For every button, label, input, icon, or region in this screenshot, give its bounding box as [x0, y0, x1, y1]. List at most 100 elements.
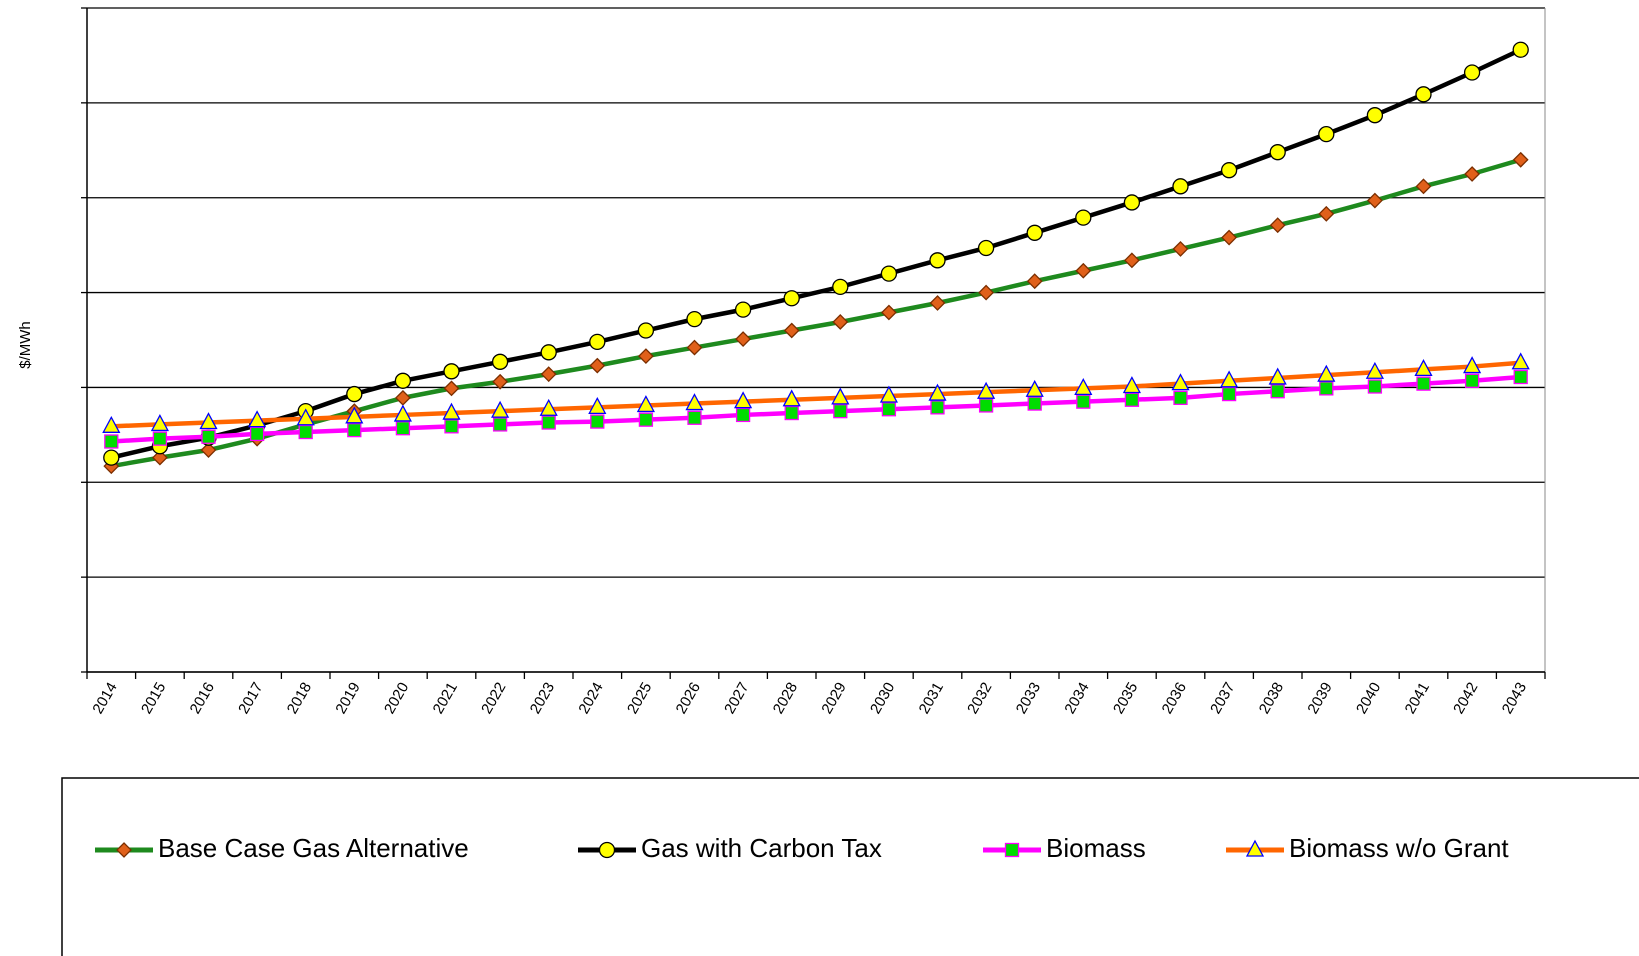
point — [345, 406, 364, 424]
point — [298, 424, 313, 440]
point — [152, 431, 168, 446]
point — [734, 301, 752, 318]
point — [1317, 364, 1336, 382]
point — [443, 380, 460, 397]
x-tick-label: 2018 — [284, 680, 315, 717]
point — [539, 398, 558, 416]
x-tick-label: 2015 — [138, 680, 169, 717]
point — [1365, 361, 1384, 379]
point — [540, 366, 557, 383]
point — [199, 412, 218, 430]
point — [1512, 41, 1529, 58]
series-line — [110, 157, 1522, 469]
point — [930, 400, 945, 415]
point — [394, 372, 412, 389]
series-line — [111, 360, 1521, 429]
point — [880, 265, 898, 282]
point — [249, 426, 265, 442]
point — [1318, 205, 1335, 222]
x-tick-label: 2030 — [867, 680, 898, 717]
point — [1463, 356, 1482, 374]
point — [833, 403, 848, 419]
point — [201, 429, 216, 444]
y-axis-label: $/MWh — [17, 321, 34, 369]
point — [1123, 194, 1141, 211]
point — [978, 398, 994, 413]
point — [637, 322, 655, 339]
legend-label: Base Case Gas Alternative — [158, 833, 469, 863]
point — [598, 841, 616, 859]
point — [491, 400, 510, 418]
point — [395, 421, 411, 436]
point — [1414, 359, 1433, 377]
point — [1004, 842, 1020, 858]
point — [540, 344, 557, 361]
series — [103, 151, 1529, 475]
point — [1074, 377, 1093, 396]
point — [590, 414, 605, 429]
point — [1464, 373, 1480, 388]
point — [1172, 241, 1189, 257]
point — [1075, 209, 1092, 226]
point — [1221, 229, 1238, 246]
point — [735, 407, 751, 423]
point — [200, 442, 217, 458]
x-tick-label: 2039 — [1304, 680, 1335, 717]
x-tick-label: 2029 — [818, 680, 849, 717]
series — [102, 352, 1530, 433]
x-tick-label: 2027 — [721, 680, 752, 717]
point — [881, 402, 897, 417]
point — [879, 385, 898, 403]
point — [1318, 126, 1335, 143]
point — [1124, 392, 1140, 407]
x-tick-label: 2017 — [235, 680, 266, 717]
x-tick-label: 2043 — [1499, 680, 1530, 717]
series — [103, 41, 1529, 466]
x-tick-label: 2040 — [1353, 680, 1384, 717]
x-tick-label: 2033 — [1013, 680, 1044, 717]
point — [1367, 379, 1383, 394]
point — [929, 252, 946, 269]
point — [444, 419, 459, 434]
point — [1075, 262, 1092, 279]
point — [1512, 151, 1529, 168]
legend-label: Biomass — [1046, 833, 1146, 863]
point — [686, 339, 703, 356]
x-tick-label: 2036 — [1159, 680, 1190, 717]
point — [783, 290, 800, 307]
point — [347, 422, 362, 438]
point — [1173, 390, 1188, 406]
x-tick-label: 2025 — [624, 680, 655, 717]
point — [784, 405, 799, 421]
x-tick-label: 2023 — [527, 680, 558, 717]
point — [102, 415, 121, 433]
point — [151, 449, 168, 466]
point — [103, 449, 120, 466]
x-tick-label: 2037 — [1207, 680, 1238, 717]
point — [346, 385, 363, 403]
series-line — [110, 47, 1522, 460]
x-tick-label: 2032 — [964, 680, 995, 717]
point — [442, 402, 461, 420]
x-tick-label: 2042 — [1450, 680, 1481, 717]
point — [832, 278, 849, 296]
legend-label: Biomass w/o Grant — [1289, 833, 1509, 863]
x-tick-label: 2026 — [673, 680, 704, 717]
x-tick-label: 2038 — [1256, 680, 1287, 717]
point — [1269, 217, 1286, 234]
x-tick-label: 2016 — [187, 680, 218, 717]
point — [1245, 839, 1265, 857]
point — [1366, 192, 1383, 209]
point — [589, 333, 606, 351]
point — [880, 304, 897, 321]
point — [1268, 367, 1287, 385]
point — [929, 295, 946, 311]
x-tick-label: 2019 — [332, 680, 363, 717]
point — [150, 414, 169, 432]
x-tick-label: 2024 — [575, 680, 606, 717]
point — [1220, 370, 1239, 388]
point — [248, 410, 267, 428]
point — [589, 357, 606, 374]
point — [1122, 376, 1141, 394]
